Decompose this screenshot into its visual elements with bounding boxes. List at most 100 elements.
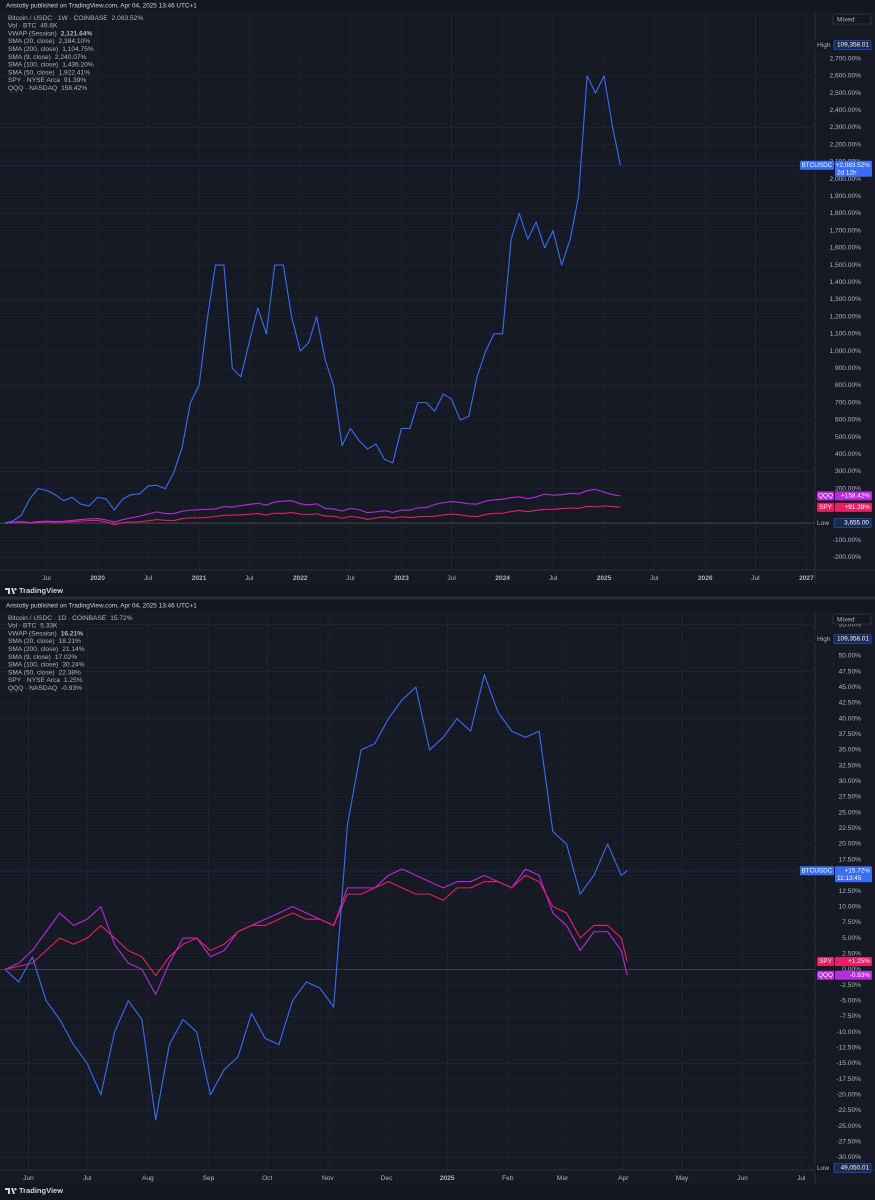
y-tick-label: 500.00% [835, 434, 861, 441]
high-badge-label [815, 40, 834, 50]
series-badge-name-text: BTCUSDC [802, 162, 833, 169]
mode-label: Mixed [837, 616, 855, 623]
legend-value: 16.21% [61, 630, 84, 637]
mode-button[interactable] [832, 613, 872, 625]
series-badge-value: +158.42% [841, 493, 870, 500]
legend-name: VWAP (Session) [8, 30, 57, 37]
legend-value: 1.25% [64, 677, 83, 684]
high-value: 109,358.01 [837, 42, 869, 49]
chart-panel: Aristotly published on TradingView.com, … [0, 3, 875, 595]
footer-brand: TradingView [19, 1186, 63, 1195]
legend-value: 158.42% [61, 85, 87, 92]
y-tick-label: 45.00% [839, 684, 862, 691]
series-countdown: 11:13:45 [837, 875, 862, 882]
y-tick-label: 2,700.00% [829, 55, 861, 62]
y-tick-label: -200.00% [833, 554, 861, 561]
x-tick-label: Sep [203, 1175, 215, 1182]
series-badge-name [799, 866, 834, 876]
y-tick-label: 900.00% [835, 365, 861, 372]
x-tick-label: Jun [737, 1175, 748, 1182]
low-badge-label [815, 1163, 834, 1173]
low-label: Low [817, 520, 829, 527]
legend-value: 1,104.75% [62, 46, 94, 53]
time-axis [0, 570, 875, 584]
x-tick-label: Nov [322, 1175, 334, 1182]
y-tick-label: -25.00% [836, 1123, 861, 1130]
legend-name: QQQ · NASDAQ [8, 85, 57, 92]
series-badge-name [817, 491, 834, 501]
series-badge [835, 160, 872, 177]
y-tick-label: 2,400.00% [829, 107, 861, 114]
y-tick-label: 27.50% [839, 794, 862, 801]
legend-name: SMA (200, close) [8, 646, 58, 653]
x-tick-label: Jun [23, 1175, 34, 1182]
y-tick-label: -27.50% [836, 1139, 861, 1146]
legend-name: SMA (9, close) [8, 654, 51, 661]
x-tick-label: 2020 [90, 575, 105, 582]
y-tick-label: -2.50% [840, 982, 861, 989]
high-badge [833, 634, 872, 644]
y-tick-label: 2,500.00% [829, 90, 861, 97]
x-tick-label: 2025 [440, 1175, 455, 1182]
tradingview-logo [5, 588, 17, 594]
plot-area [0, 12, 815, 570]
y-tick-label: 400.00% [835, 451, 861, 458]
series-badge-name [817, 957, 834, 967]
legend-name: SMA (50, close) [8, 69, 55, 76]
series-line [4, 75, 621, 524]
high-label: High [817, 636, 831, 643]
y-tick-label: 20.00% [839, 841, 862, 848]
y-tick-label: -20.00% [836, 1092, 861, 1099]
series-line [4, 874, 628, 977]
x-tick-label: Oct [262, 1175, 272, 1182]
y-tick-label: -5.00% [840, 997, 861, 1004]
x-tick-label: Jul [751, 575, 760, 582]
x-tick-label: Jul [42, 575, 51, 582]
y-tick-label: 300.00% [835, 468, 861, 475]
series-badge-name-text: QQQ [818, 493, 833, 500]
x-tick-label: 2021 [192, 575, 207, 582]
y-tick-label: -15.00% [836, 1060, 861, 1067]
mode-label: Mixed [837, 16, 855, 23]
low-label: Low [817, 1165, 829, 1172]
y-tick-label: 37.50% [839, 731, 862, 738]
y-tick-label: 2,300.00% [829, 124, 861, 131]
price-axis [815, 12, 875, 570]
price-axis [815, 612, 875, 1170]
mode-button[interactable] [832, 13, 872, 25]
series-badge-name-text: SPY [819, 958, 833, 965]
y-tick-label: -17.50% [836, 1076, 861, 1083]
series-badge-name-text: QQQ [818, 972, 833, 979]
high-badge [833, 40, 872, 50]
y-tick-label: 2,200.00% [829, 141, 861, 148]
y-tick-label: 1,500.00% [829, 262, 861, 269]
x-tick-label: Dec [381, 1175, 393, 1182]
legend-name: SMA (9, close) [8, 54, 51, 61]
y-tick-label: -10.00% [836, 1029, 861, 1036]
y-tick-label: 1,100.00% [829, 331, 861, 338]
y-tick-label: 200.00% [835, 485, 861, 492]
legend-name: QQQ · NASDAQ [8, 685, 57, 692]
series-badge-value: +15.72% [845, 867, 871, 874]
legend-name: SPY · NYSE Arca [8, 77, 60, 84]
high-badge-label [815, 634, 834, 644]
y-tick-label: 800.00% [835, 382, 861, 389]
legend-name: SMA (100, close) [8, 662, 58, 669]
x-tick-label: Aug [142, 1175, 154, 1182]
legend-value: 91.39% [64, 77, 87, 84]
y-tick-label: 22.50% [839, 825, 862, 832]
series-badge-name-text: SPY [819, 504, 833, 511]
series-badge [835, 491, 872, 501]
legend-value: 22.38% [59, 669, 82, 676]
low-value: 3,655.00 [844, 520, 869, 527]
series-badge-name-text: BTCUSDC [802, 867, 833, 874]
low-badge [833, 1163, 872, 1173]
legend-value: 18.21% [59, 638, 82, 645]
series-badge-value: -0.93% [850, 972, 871, 979]
footer-brand: TradingView [19, 586, 63, 595]
legend-value: -0.93% [61, 685, 82, 692]
y-tick-label: 2,000.00% [829, 176, 861, 183]
legend-value: 15.72% [110, 615, 133, 622]
y-tick-label: 50.00% [839, 653, 862, 660]
